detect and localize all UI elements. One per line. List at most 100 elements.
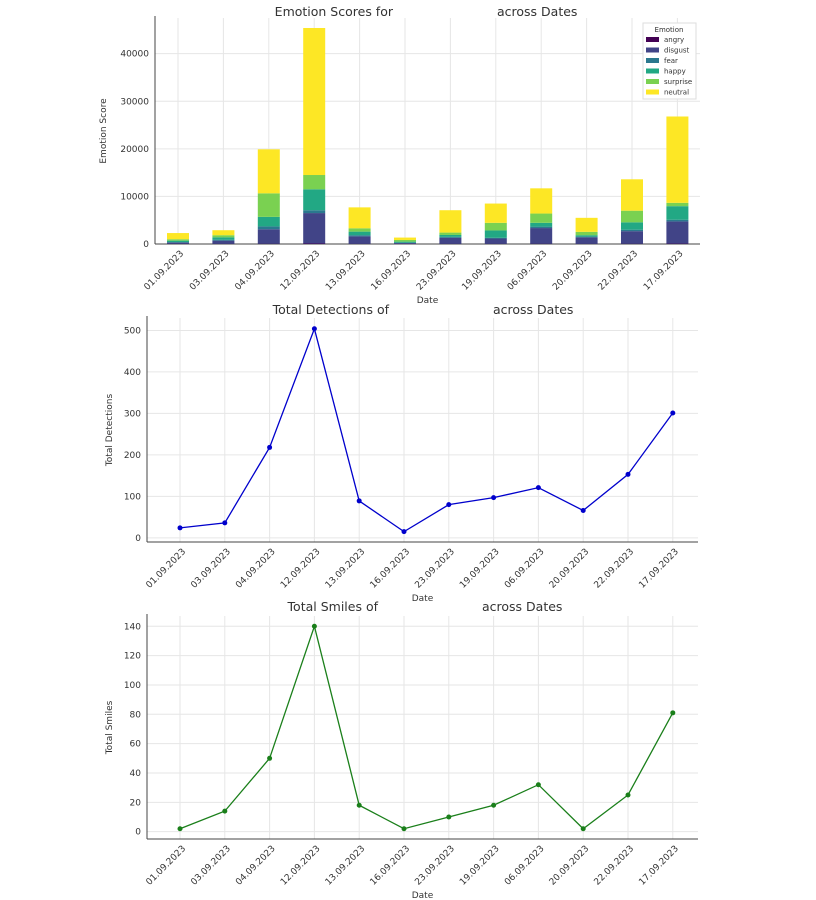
bar-segment-disgust bbox=[439, 237, 462, 244]
y-tick-label: 120 bbox=[124, 652, 141, 662]
bar-segment-surprise bbox=[439, 232, 462, 235]
bar-segment-surprise bbox=[167, 239, 189, 241]
data-point bbox=[535, 782, 541, 788]
data-point bbox=[580, 826, 586, 832]
bar-segment-surprise bbox=[666, 202, 689, 207]
x-tick-label: 13.09.2023 bbox=[324, 249, 368, 293]
bar-segment-disgust bbox=[484, 238, 507, 244]
bar-segment-fear bbox=[212, 239, 235, 241]
y-tick-label: 10000 bbox=[120, 192, 149, 202]
data-point bbox=[446, 814, 452, 820]
x-tick-label: 20.09.2023 bbox=[551, 249, 595, 293]
bar-segment-neutral bbox=[394, 237, 416, 240]
emotion-scores-chart: 0 10000 20000 30000 40000 01.09.2023 03.09.202… bbox=[99, 4, 700, 306]
data-point bbox=[625, 471, 631, 477]
x-tick-label: 23.09.2023 bbox=[415, 249, 459, 293]
bar-segment-surprise bbox=[394, 239, 416, 242]
bar-segment-surprise bbox=[621, 210, 643, 223]
x-tick-label: 16.09.2023 bbox=[370, 249, 414, 293]
data-point bbox=[356, 498, 362, 504]
bar-segment-happy bbox=[348, 231, 371, 236]
x-tick-label: 13.09.2023 bbox=[324, 547, 368, 591]
bar-segment-disgust bbox=[212, 240, 235, 244]
bar-segment-neutral bbox=[484, 203, 507, 223]
bar-segment-disgust bbox=[167, 242, 189, 244]
bar-segment-happy bbox=[303, 189, 326, 211]
x-axis-label: Date bbox=[417, 296, 439, 306]
x-tick-label: 04.09.2023 bbox=[233, 249, 277, 293]
x-tick-label: 01.09.2023 bbox=[145, 547, 189, 591]
bar-segment-surprise bbox=[257, 193, 280, 217]
data-point bbox=[177, 525, 183, 531]
bar-segment-fear bbox=[575, 236, 598, 238]
bar-segment-happy bbox=[484, 230, 507, 238]
x-tick-label: 03.09.2023 bbox=[189, 844, 233, 888]
legend-swatch-angry bbox=[646, 37, 659, 42]
legend-label-angry: angry bbox=[664, 36, 684, 44]
legend-swatch-disgust bbox=[646, 47, 659, 53]
x-tick-label: 01.09.2023 bbox=[143, 249, 187, 293]
bar-segment-fear bbox=[348, 235, 371, 237]
x-tick-label: 17.09.2023 bbox=[637, 844, 681, 888]
bar-segment-fear bbox=[257, 226, 280, 230]
bar-segment-neutral bbox=[167, 233, 189, 240]
x-tick-label: 19.09.2023 bbox=[458, 547, 502, 591]
y-tick-label: 0 bbox=[135, 828, 141, 838]
x-tick-label: 03.09.2023 bbox=[189, 547, 233, 591]
bar-segment-fear bbox=[666, 219, 689, 222]
x-tick-label: 16.09.2023 bbox=[369, 844, 413, 888]
chart-title-left: Emotion Scores for bbox=[275, 4, 394, 19]
bar-segment-happy bbox=[666, 206, 689, 220]
data-point bbox=[311, 326, 317, 332]
x-tick-label: 12.09.2023 bbox=[279, 547, 323, 591]
bar-segment-surprise bbox=[575, 231, 598, 236]
bar-segment-happy bbox=[575, 235, 598, 237]
bar-segment-fear bbox=[530, 226, 553, 229]
bar-segment-fear bbox=[621, 229, 643, 232]
x-tick-label: 19.09.2023 bbox=[460, 249, 504, 293]
bar-segment-neutral bbox=[621, 179, 643, 211]
y-tick-label: 0 bbox=[135, 534, 141, 544]
x-tick-label: 06.09.2023 bbox=[506, 249, 550, 293]
x-tick-label: 17.09.2023 bbox=[637, 547, 681, 591]
data-point bbox=[401, 826, 407, 832]
x-tick-label: 22.09.2023 bbox=[593, 844, 637, 888]
y-tick-label: 40 bbox=[130, 769, 142, 779]
bar-segment-fear bbox=[439, 236, 462, 238]
data-point bbox=[222, 520, 228, 526]
bar-segment-disgust bbox=[348, 236, 371, 244]
y-tick-label: 60 bbox=[130, 740, 142, 750]
legend-label-neutral: neutral bbox=[664, 89, 689, 97]
bar-segment-surprise bbox=[348, 228, 371, 232]
data-point bbox=[222, 808, 228, 814]
bar-segment-happy bbox=[530, 222, 553, 227]
data-point bbox=[311, 623, 317, 629]
y-tick-label: 0 bbox=[143, 240, 149, 250]
x-tick-label: 23.09.2023 bbox=[413, 547, 457, 591]
y-tick-label: 40000 bbox=[120, 50, 149, 60]
y-tick-label: 300 bbox=[124, 409, 141, 419]
bar-segment-happy bbox=[439, 234, 462, 237]
chart-title-left: Total Smiles of bbox=[287, 599, 379, 614]
bar-segment-neutral bbox=[439, 210, 462, 233]
y-tick-label: 100 bbox=[124, 492, 141, 502]
bar-segment-neutral bbox=[257, 149, 280, 194]
x-tick-label: 16.09.2023 bbox=[369, 547, 413, 591]
bar-segment-surprise bbox=[303, 175, 326, 190]
data-point bbox=[267, 755, 273, 761]
total-smiles-chart: 0 20 40 60 80 100 120 140 01.09.2023 03.09.2023 04… bbox=[105, 599, 698, 900]
x-tick-label: 01.09.2023 bbox=[145, 844, 189, 888]
x-tick-label: 13.09.2023 bbox=[324, 844, 368, 888]
y-tick-label: 500 bbox=[124, 326, 141, 336]
bar-segment-happy bbox=[621, 222, 643, 230]
chart-title-right: across Dates bbox=[493, 302, 573, 317]
y-axis-label: Total Smiles bbox=[105, 700, 115, 755]
data-point bbox=[670, 410, 676, 416]
bar-segment-neutral bbox=[212, 230, 235, 236]
y-tick-label: 100 bbox=[124, 681, 141, 691]
data-point bbox=[401, 529, 407, 535]
legend-label-fear: fear bbox=[664, 57, 678, 65]
legend-swatch-neutral bbox=[646, 89, 659, 95]
x-tick-label: 06.09.2023 bbox=[503, 844, 547, 888]
data-point bbox=[177, 826, 183, 832]
